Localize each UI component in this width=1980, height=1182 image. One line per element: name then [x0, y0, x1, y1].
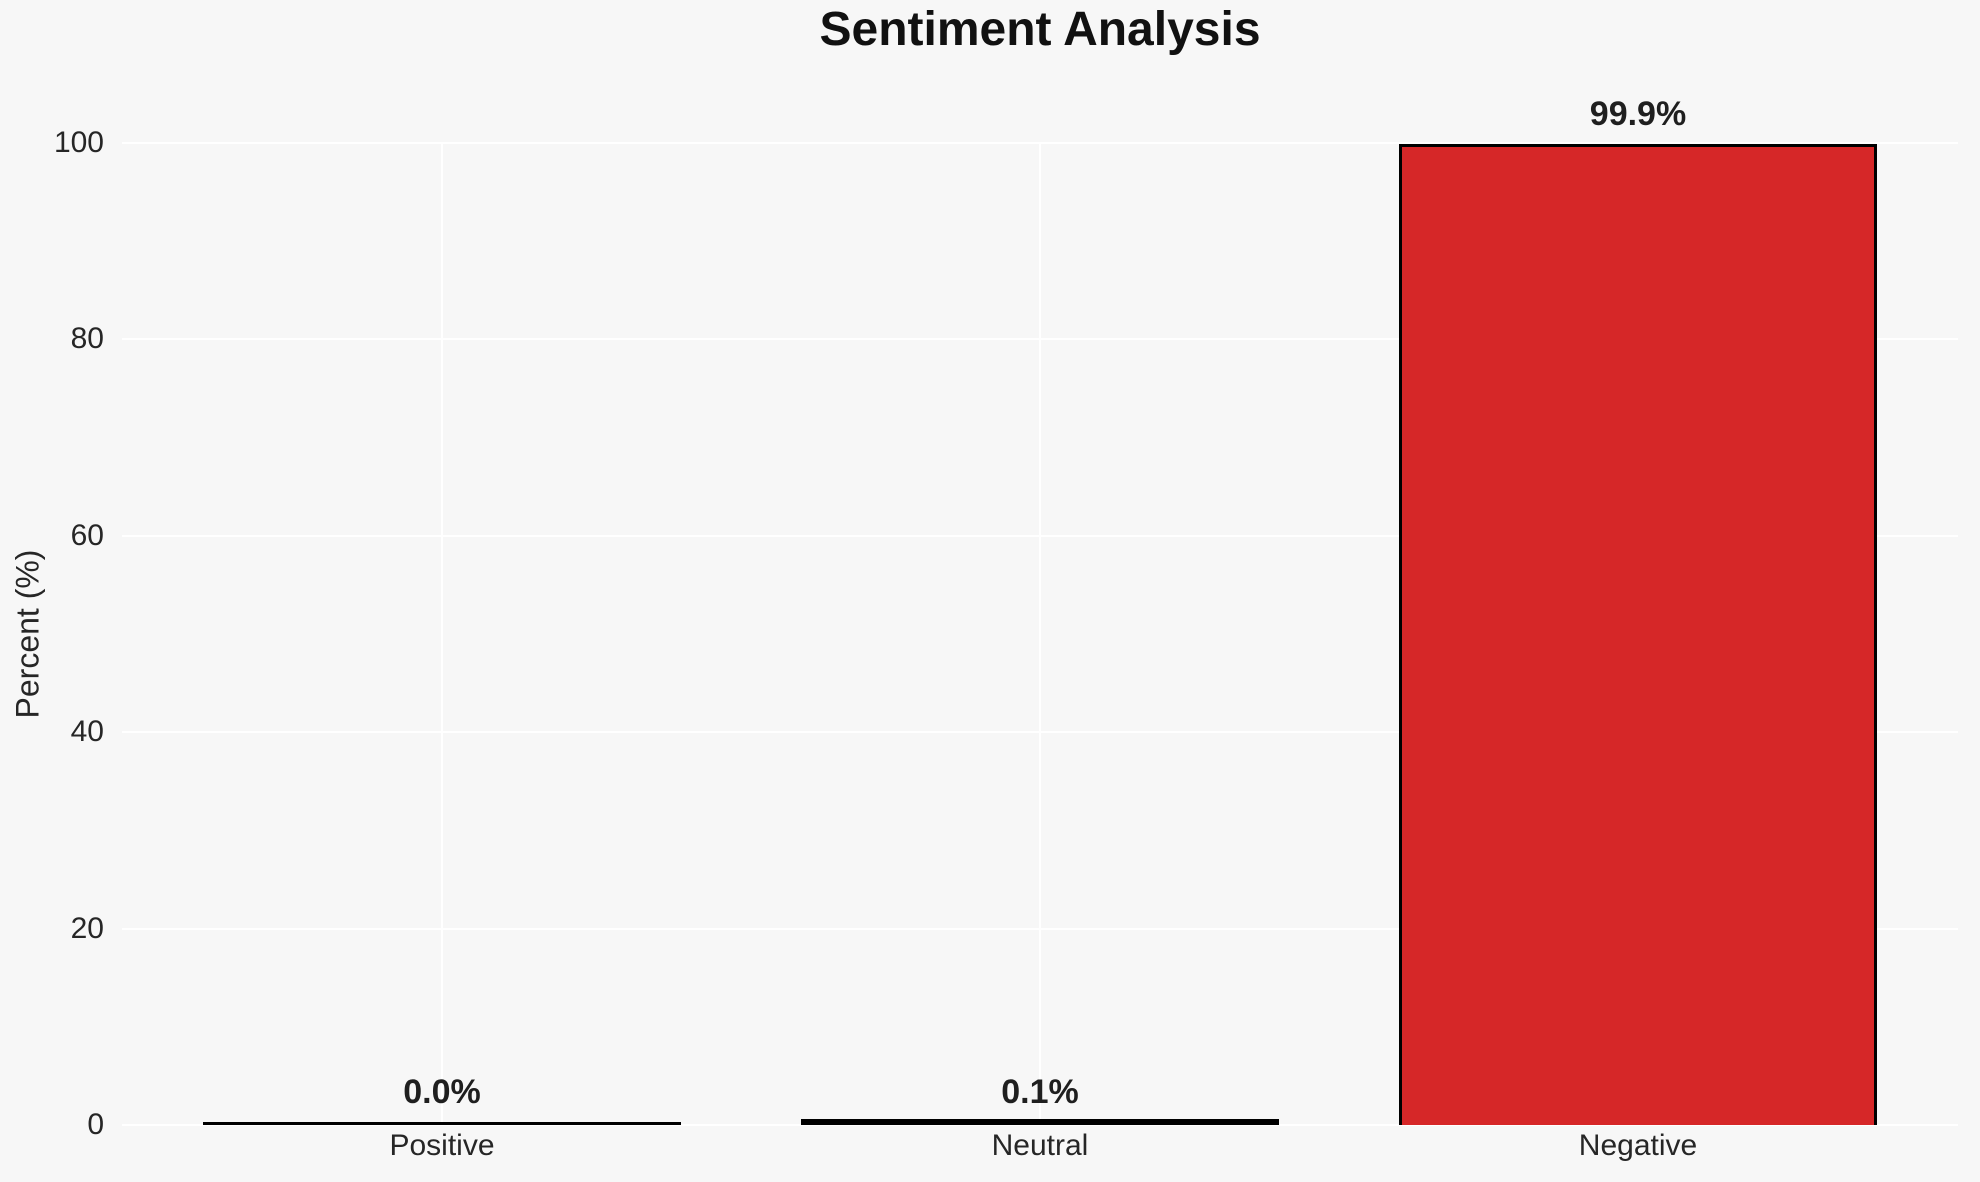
- y-tick-label-60: 60: [70, 518, 104, 552]
- y-axis-label: Percent (%): [9, 549, 46, 719]
- x-category-label-neutral: Neutral: [991, 1129, 1089, 1162]
- y-tick-label-100: 100: [53, 126, 104, 159]
- y-tick-label-0: 0: [87, 1108, 104, 1141]
- x-gridline-positive: [441, 143, 443, 1125]
- value-label-positive: 0.0%: [403, 1073, 481, 1111]
- y-gridline-0: [122, 1124, 1958, 1126]
- bar-neutral: [801, 1119, 1279, 1125]
- value-label-neutral: 0.1%: [1001, 1073, 1079, 1111]
- x-category-label-positive: Positive: [389, 1129, 495, 1162]
- bar-negative: [1399, 144, 1877, 1125]
- y-tick-label-80: 80: [70, 322, 104, 356]
- plot-area: 0.0% 0.1% 99.9%: [122, 95, 1958, 1126]
- y-tick-label-20: 20: [70, 911, 104, 945]
- x-category-label-negative: Negative: [1578, 1129, 1698, 1162]
- chart-title: Sentiment Analysis: [819, 3, 1261, 56]
- value-label-negative: 99.9%: [1589, 95, 1687, 133]
- x-gridline-neutral: [1039, 143, 1041, 1125]
- y-tick-label-40: 40: [70, 715, 104, 749]
- bar-positive: [203, 1122, 681, 1125]
